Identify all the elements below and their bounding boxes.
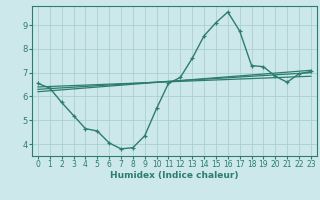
- X-axis label: Humidex (Indice chaleur): Humidex (Indice chaleur): [110, 171, 239, 180]
